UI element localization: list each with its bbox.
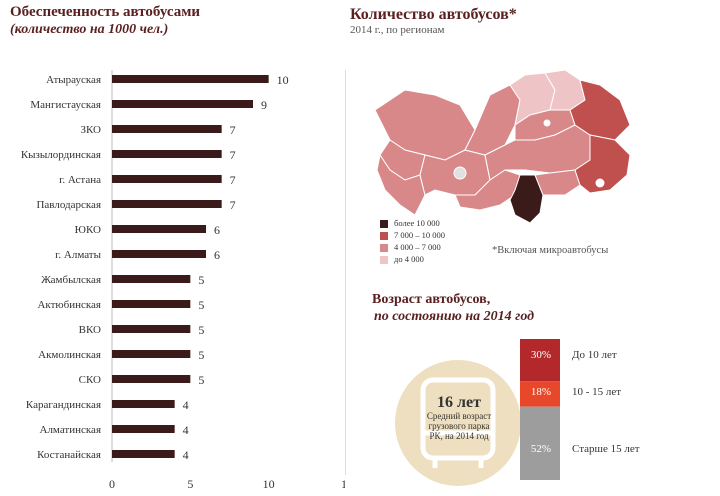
bar xyxy=(112,200,222,208)
bar-value-label: 6 xyxy=(214,223,220,237)
segment-name: 10 - 15 лет xyxy=(572,386,622,398)
legend-swatch xyxy=(380,256,388,265)
average-age-value: 16 лет xyxy=(437,394,481,411)
map-legend-item: до 4 000 xyxy=(380,254,424,265)
legend-label: до 4 000 xyxy=(394,254,424,264)
map-legend-item: 7 000 – 10 000 xyxy=(380,230,445,241)
bar-value-label: 4 xyxy=(183,398,189,412)
category-label: СКО xyxy=(79,374,101,386)
category-label: Костанайская xyxy=(37,449,101,461)
map-city-astana xyxy=(542,118,552,128)
bar-value-label: 4 xyxy=(183,448,189,462)
bar-value-label: 7 xyxy=(230,123,236,137)
age-segment xyxy=(520,381,560,407)
legend-swatch xyxy=(380,220,388,229)
bus-age-circle xyxy=(395,360,521,486)
bar-value-label: 5 xyxy=(198,348,204,362)
bar-chart-title: Обеспеченность автобусами xyxy=(10,4,201,20)
bar xyxy=(112,275,191,283)
x-tick-label: 0 xyxy=(109,477,115,490)
bar-value-label: 6 xyxy=(214,248,220,262)
bar-chart-subtitle: (количество на 1000 чел.) xyxy=(10,22,169,37)
category-label: Алматинская xyxy=(40,424,102,436)
average-age-caption-line: РК, на 2014 год xyxy=(429,431,489,441)
category-label: г. Астана xyxy=(59,174,101,186)
map-region-mangistau xyxy=(376,153,426,216)
bar xyxy=(112,350,191,358)
bar xyxy=(112,300,191,308)
bar xyxy=(112,75,269,83)
map-footnote: *Включая микроавтобусы xyxy=(492,245,609,256)
bar-value-label: 5 xyxy=(198,298,204,312)
legend-swatch xyxy=(380,232,388,241)
age-chart-title: Возраст автобусов, xyxy=(372,292,491,307)
bar-value-label: 10 xyxy=(277,73,289,87)
segment-name: Старше 15 лет xyxy=(572,443,640,455)
category-label: Актюбинская xyxy=(37,299,101,311)
map-title: Количество автобусов* xyxy=(350,6,517,23)
category-label: Мангистауская xyxy=(30,99,101,111)
category-label: Акмолинская xyxy=(38,349,101,361)
bar-value-label: 5 xyxy=(198,323,204,337)
x-tick-label: 5 xyxy=(187,477,193,490)
map-region-zhambyl xyxy=(534,169,581,196)
segment-value-label: 18% xyxy=(530,386,552,398)
bar-value-label: 9 xyxy=(261,98,267,112)
bar xyxy=(112,225,206,233)
divider xyxy=(345,70,346,475)
bar-value-label: 7 xyxy=(230,198,236,212)
legend-label: более 10 000 xyxy=(394,218,440,228)
bar-value-label: 5 xyxy=(198,373,204,387)
bar xyxy=(112,425,175,433)
bar xyxy=(112,250,206,258)
bar-value-label: 7 xyxy=(230,148,236,162)
bar xyxy=(112,175,222,183)
map-legend-item: 4 000 – 7 000 xyxy=(380,242,441,253)
average-age-caption: Средний возраст грузового парка РК, на 2… xyxy=(409,411,509,441)
bar xyxy=(112,450,175,458)
map-subtitle: 2014 г., по регионам xyxy=(350,24,445,36)
average-age-caption-line: Средний возраст xyxy=(426,411,492,421)
age-chart-subtitle: по состоянию на 2014 год xyxy=(374,309,535,324)
segment-value-label: 30% xyxy=(530,349,552,361)
bar-value-label: 5 xyxy=(198,273,204,287)
average-age-caption-line: грузового парка xyxy=(428,421,490,431)
legend-label: 7 000 – 10 000 xyxy=(394,230,445,240)
bar xyxy=(112,100,253,108)
map-region-almaty xyxy=(574,134,631,194)
bar-value-label: 7 xyxy=(230,173,236,187)
bar xyxy=(112,375,191,383)
map-legend-item: более 10 000 xyxy=(380,218,440,229)
bar xyxy=(112,325,191,333)
category-label: Кызылординская xyxy=(21,149,101,161)
map-city-baikonur xyxy=(453,166,467,180)
category-label: ЗКО xyxy=(80,124,101,136)
x-tick-label: 10 xyxy=(263,477,275,490)
bar-chart: Атырауская 10 Мангистауская 9 ЗКО 7 Кызылордин… xyxy=(21,70,345,490)
category-label: Павлодарская xyxy=(36,199,101,211)
legend-label: 4 000 – 7 000 xyxy=(394,242,441,252)
bar xyxy=(112,400,175,408)
segment-name: До 10 лет xyxy=(572,349,617,361)
map-city-almaty xyxy=(594,177,606,189)
age-segment xyxy=(520,406,560,480)
category-label: г. Алматы xyxy=(55,249,101,261)
bar xyxy=(112,150,222,158)
kazakhstan-map xyxy=(374,69,631,224)
category-label: Жамбылская xyxy=(41,274,101,286)
category-label: Атырауская xyxy=(46,74,101,86)
category-label: Карагандинская xyxy=(26,399,101,411)
category-label: ВКО xyxy=(79,324,101,336)
bar-value-label: 4 xyxy=(183,423,189,437)
category-label: ЮКО xyxy=(75,224,101,236)
legend-swatch xyxy=(380,244,388,253)
age-segment xyxy=(520,339,560,382)
bar xyxy=(112,125,222,133)
segment-value-label: 52% xyxy=(530,443,552,455)
x-tick-label: 15 xyxy=(341,477,345,490)
age-stacked-bar xyxy=(520,339,560,480)
